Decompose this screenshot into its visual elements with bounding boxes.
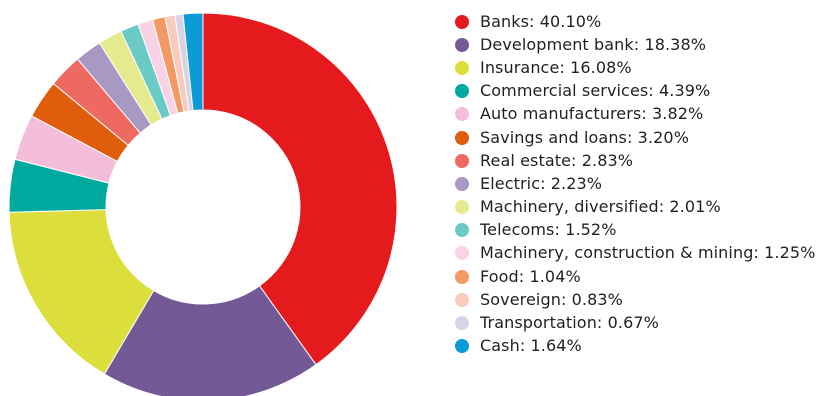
legend-item-10: Machinery, construction & mining: 1.25%	[455, 242, 815, 265]
legend-swatch	[455, 37, 469, 52]
legend-label: Development bank: 18.38%	[480, 34, 707, 54]
legend-item-4: Auto manufacturers: 3.82%	[455, 103, 815, 126]
legend-swatch	[455, 84, 469, 99]
legend-swatch	[455, 316, 469, 331]
legend-label: Sovereign: 0.83%	[480, 289, 623, 309]
pie-slice-1	[103, 285, 317, 396]
legend-item-8: Machinery, diversified: 2.01%	[455, 196, 815, 219]
legend-item-2: Insurance: 16.08%	[455, 56, 815, 79]
pie-slice-14	[182, 12, 204, 112]
legend-label: Real estate: 2.83%	[480, 150, 634, 170]
legend-swatch	[455, 130, 469, 145]
legend-swatch	[455, 339, 469, 354]
legend-swatch	[455, 200, 469, 215]
pie-slice-2	[8, 209, 155, 375]
legend-item-13: Transportation: 0.67%	[455, 311, 815, 334]
legend-item-1: Development bank: 18.38%	[455, 33, 815, 56]
legend-swatch	[455, 176, 469, 191]
legend-label: Savings and loans: 3.20%	[480, 127, 690, 147]
legend-label: Machinery, diversified: 2.01%	[480, 197, 721, 217]
legend-item-3: Commercial services: 4.39%	[455, 80, 815, 103]
legend-label: Insurance: 16.08%	[480, 57, 632, 77]
legend-swatch	[455, 246, 469, 261]
legend-label: Machinery, construction & mining: 1.25%	[480, 243, 816, 263]
legend-swatch	[455, 269, 469, 284]
legend-item-12: Sovereign: 0.83%	[455, 288, 815, 311]
legend-item-9: Telecoms: 1.52%	[455, 219, 815, 242]
legend-label: Electric: 2.23%	[480, 173, 603, 193]
legend-label: Telecoms: 1.52%	[480, 220, 617, 240]
legend-swatch	[455, 107, 469, 122]
legend-label: Food: 1.04%	[480, 266, 581, 286]
legend-swatch	[455, 60, 469, 75]
chart-legend: Banks: 40.10% Development bank: 18.38% Ins…	[455, 10, 815, 358]
legend-label: Banks: 40.10%	[480, 11, 602, 31]
legend-item-0: Banks: 40.10%	[455, 10, 815, 33]
legend-item-11: Food: 1.04%	[455, 265, 815, 288]
legend-swatch	[455, 153, 469, 168]
legend-item-7: Electric: 2.23%	[455, 172, 815, 195]
pie-slice-0	[202, 12, 398, 366]
legend-swatch	[455, 292, 469, 307]
legend-swatch	[455, 14, 469, 29]
legend-label: Transportation: 0.67%	[480, 313, 659, 333]
legend-label: Cash: 1.64%	[480, 336, 582, 356]
legend-swatch	[455, 223, 469, 238]
legend-item-14: Cash: 1.64%	[455, 335, 815, 358]
legend-item-6: Real estate: 2.83%	[455, 149, 815, 172]
legend-label: Auto manufacturers: 3.82%	[480, 104, 704, 124]
legend-item-5: Savings and loans: 3.20%	[455, 126, 815, 149]
legend-label: Commercial services: 4.39%	[480, 81, 711, 101]
